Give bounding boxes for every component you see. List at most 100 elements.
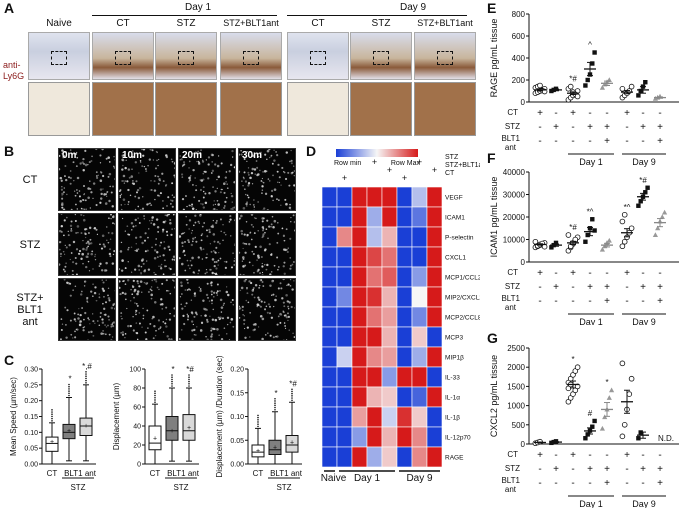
panel-b-cell-dot (126, 307, 128, 310)
panel-d-cell (321, 386, 338, 408)
panel-d-cell (366, 306, 383, 328)
panel-b-cell-dot (87, 317, 90, 319)
group-sign: + (604, 296, 610, 307)
panel-b-cell-dot (72, 161, 75, 164)
scatter-point (652, 232, 658, 237)
panel-b-cell-dot (180, 293, 183, 295)
scatter-point (621, 211, 628, 218)
scatter-point (636, 203, 641, 208)
panel-b-cell-dot (279, 321, 282, 324)
panel-b-cell-dot (121, 291, 124, 295)
panel-b-cell-dot (187, 315, 189, 318)
panel-b-cell-dot (243, 171, 246, 174)
panel-b-cell-dot (111, 215, 115, 219)
scatter-point (592, 418, 597, 424)
panel-d-plus: + (417, 157, 422, 167)
panel-b-cell-dot (231, 156, 234, 158)
panel-c-outlier (257, 421, 259, 423)
panel-b-cell-dot (273, 149, 275, 152)
panel-b-cell-dot (70, 333, 73, 336)
group-day9-label: Day 9 (632, 499, 656, 508)
panel-b-cell-dot (210, 299, 214, 302)
panel-b-cell-dot (234, 257, 235, 260)
panel-b-cell-dot (262, 209, 264, 210)
panel-b-cell-dot (229, 218, 232, 221)
panel-b-cell-dot (179, 155, 181, 157)
panel-b-cell-dot (139, 285, 141, 287)
panel-b-cell-dot (138, 312, 141, 314)
panel-b-cell-dot (292, 214, 295, 217)
panel-b-cell-dot (138, 322, 141, 325)
panel-b-cell-dot (195, 184, 197, 187)
panel-b-cell-dot (134, 268, 137, 271)
panel-b-cell-dot (137, 196, 141, 200)
panel-b-cell-dot (157, 175, 159, 178)
panel-b-cell-dot (223, 260, 226, 263)
panel-b-cell-dot (182, 250, 185, 254)
panel-b-cell-dot (60, 224, 64, 228)
panel-b-cell-dot (244, 180, 248, 183)
panel-b-cell-dot (73, 312, 76, 315)
panel-c-outlier (274, 406, 276, 409)
panel-b-cell-dot (119, 280, 121, 283)
panel-b-cell-dot (82, 218, 86, 222)
group-sign: + (657, 296, 663, 307)
panel-b-cell-dot (130, 222, 134, 225)
panel-a-inset-box (310, 51, 326, 65)
panel-c-box (251, 444, 265, 458)
panel-b-cell-dot (165, 318, 168, 321)
panel-b-cell-dot (255, 217, 257, 220)
panel-b-cell-dot (60, 318, 63, 320)
scatter-point (549, 245, 554, 250)
scatter-point (572, 236, 579, 243)
panel-b-cell-dot (223, 182, 226, 185)
panel-b-cell-dot (223, 327, 226, 330)
panel-c-outlier (274, 402, 276, 404)
panel-b-cell-dot (277, 163, 280, 166)
panel-d-cell (351, 426, 368, 448)
panel-b-cell-dot (63, 155, 66, 157)
panel-d-cell (411, 386, 428, 408)
panel-b-cell-dot (280, 210, 282, 211)
panel-b-cell-dot (104, 333, 107, 336)
panel-d-cell (336, 286, 353, 308)
panel-d-cell (366, 386, 383, 408)
panel-b-cell-dot (289, 203, 291, 206)
panel-b-cell-dot (183, 155, 186, 158)
panel-b-cell-dot (253, 272, 255, 274)
panel-b-cell-dot (199, 214, 202, 216)
panel-b-cell-dot (103, 269, 107, 272)
panel-d-cell (366, 246, 383, 268)
panel-b-cell-dot (173, 162, 175, 165)
panel-b-cell-dot (250, 223, 253, 226)
panel-b-cell-dot (256, 303, 260, 306)
panel-b-cell-dot (162, 220, 165, 224)
panel-c-mean-marker: + (256, 448, 260, 455)
panel-b-cell-dot (131, 285, 135, 289)
panel-d-row-label: MCP1/CCL2 (445, 275, 480, 282)
panel-c-ytick-label: 0.00 (230, 462, 244, 469)
panel-b-cell-dot (171, 228, 173, 230)
panel-c-outlier (188, 378, 190, 381)
panel-c-outlier (291, 392, 293, 395)
panel-b-cell-dot (111, 324, 115, 328)
scatter-nd-label: N.D. (658, 434, 674, 443)
panel-b-cell-dot (248, 242, 251, 246)
scatter-point (636, 436, 641, 441)
panel-b-cell-dot (169, 218, 172, 221)
panel-b-cell-dot (259, 305, 262, 308)
panel-b-cell-dot (213, 200, 215, 202)
panel-c-ytick-label: 0.25 (24, 382, 38, 389)
panel-b-cell-dot (270, 195, 273, 197)
panel-b-cell-dot (160, 266, 163, 269)
panel-b-row-label-2: STZ+ BLT1 ant (16, 291, 44, 328)
panel-b-cell-dot (173, 273, 175, 275)
panel-b-cell-dot (192, 168, 195, 172)
panel-b-cell-dot (120, 315, 122, 317)
panel-b-cell-dot (134, 208, 137, 210)
panel-b-cell-dot (184, 254, 186, 257)
panel-b-cell-dot (114, 223, 115, 225)
panel-b-cell-dot (155, 280, 158, 283)
panel-b-cell-dot (168, 318, 172, 321)
